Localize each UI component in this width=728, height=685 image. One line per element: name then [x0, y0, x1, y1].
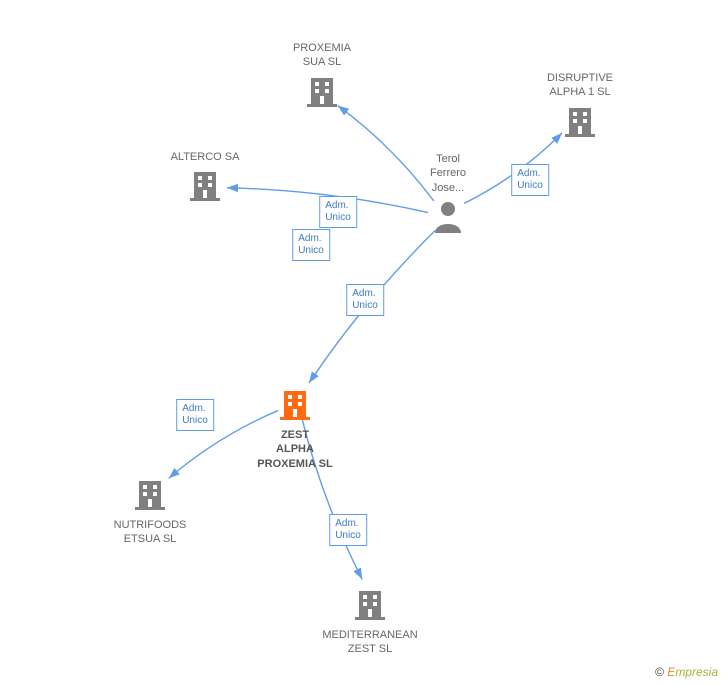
building-icon: [90, 477, 210, 514]
building-icon: [262, 74, 382, 111]
node-nutrifoods: NUTRIFOODS ETSUA SL: [90, 473, 210, 547]
edge-terol-proxemia: [338, 105, 434, 200]
node-label-disruptive: DISRUPTIVE ALPHA 1 SL: [520, 71, 640, 100]
edge-label-terol-zest: Adm. Unico: [346, 284, 384, 316]
node-label-alterco: ALTERCO SA: [145, 150, 265, 164]
brand: Empresia: [667, 665, 718, 679]
node-proxemia: PROXEMIA SUA SL: [262, 41, 382, 115]
node-label-zest: ZEST ALPHA PROXEMIA SL: [235, 428, 355, 471]
building-icon: [310, 587, 430, 624]
edge-label-zest-medzest: Adm. Unico: [329, 514, 367, 546]
edge-label-terol-disruptive: Adm. Unico: [511, 164, 549, 196]
copyright: © Empresia: [655, 665, 718, 679]
node-label-medzest: MEDITERRANEAN ZEST SL: [310, 628, 430, 657]
copyright-symbol: ©: [655, 665, 664, 679]
edges-layer: [0, 0, 728, 685]
node-label-nutrifoods: NUTRIFOODS ETSUA SL: [90, 518, 210, 547]
node-terol: Terol Ferrero Jose...: [388, 152, 508, 240]
edge-zest-medzest: [302, 419, 362, 580]
node-label-proxemia: PROXEMIA SUA SL: [262, 41, 382, 70]
node-alterco: ALTERCO SA: [145, 150, 265, 209]
node-label-terol: Terol Ferrero Jose...: [388, 152, 508, 195]
building-icon: [235, 387, 355, 424]
edge-label-terol-alterco: Adm. Unico: [292, 229, 330, 261]
edge-label-zest-nutrifoods: Adm. Unico: [176, 399, 214, 431]
edge-label-terol-proxemia: Adm. Unico: [319, 196, 357, 228]
building-icon: [145, 168, 265, 205]
person-icon: [388, 199, 508, 236]
node-zest: ZEST ALPHA PROXEMIA SL: [235, 383, 355, 471]
node-disruptive: DISRUPTIVE ALPHA 1 SL: [520, 71, 640, 145]
building-icon: [520, 104, 640, 141]
node-medzest: MEDITERRANEAN ZEST SL: [310, 583, 430, 657]
